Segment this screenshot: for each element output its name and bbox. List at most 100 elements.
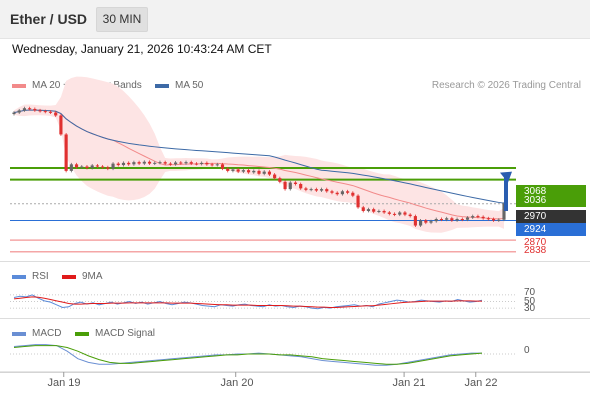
candle: [486, 218, 490, 220]
candle: [127, 162, 131, 165]
candle: [304, 188, 308, 190]
rsi-ma-legend: 9MA: [62, 271, 103, 282]
candle: [309, 189, 313, 191]
candle: [288, 182, 292, 190]
candle: [465, 217, 470, 220]
candle: [293, 182, 298, 185]
macd-signal-legend: MACD Signal: [75, 328, 155, 339]
candle: [64, 134, 68, 171]
rsi-ma-line: [13, 296, 482, 308]
support-1-label: 2870: [524, 237, 547, 248]
candle: [174, 162, 178, 165]
candle: [434, 218, 438, 222]
candle: [116, 163, 120, 166]
macd-signal-line: [13, 345, 483, 365]
candle: [189, 162, 193, 164]
rsi-ma-legend-label: 9MA: [82, 271, 103, 282]
candle: [502, 203, 506, 220]
candle: [273, 174, 277, 179]
x-tick-jan21: Jan 21: [392, 377, 426, 389]
candle: [147, 161, 152, 164]
candle: [346, 191, 350, 193]
candle: [361, 207, 365, 211]
candle: [163, 162, 167, 164]
candle: [257, 170, 261, 174]
candle: [387, 212, 391, 214]
candle: [200, 162, 204, 164]
chart-header: Ether / USD 30 MIN: [0, 0, 590, 39]
candle: [168, 163, 172, 165]
candle: [33, 108, 37, 111]
candle: [74, 164, 79, 168]
candle: [194, 163, 199, 165]
candle: [419, 220, 423, 226]
panel-divider: [0, 261, 590, 262]
candle: [492, 218, 496, 221]
candle: [226, 168, 230, 171]
candle: [17, 110, 21, 113]
candle: [231, 169, 235, 171]
candle: [424, 220, 428, 223]
rsi-ma-swatch: [62, 274, 76, 279]
candle: [59, 115, 63, 135]
candle: [210, 164, 214, 166]
candle: [184, 162, 188, 164]
candle: [314, 189, 318, 191]
candle: [398, 212, 402, 215]
candle: [252, 170, 256, 173]
credit: Research © 2026 Trading Central: [431, 80, 581, 91]
panel-divider: [0, 318, 590, 319]
candle: [356, 195, 360, 208]
instrument-title: Ether / USD: [10, 11, 88, 27]
ma50-line: [13, 109, 505, 204]
candle: [241, 170, 245, 172]
candle: [471, 216, 475, 218]
candle: [283, 181, 287, 190]
candle: [132, 162, 136, 165]
candle: [460, 218, 464, 220]
candle: [377, 210, 381, 212]
candle: [278, 178, 282, 182]
candle: [408, 214, 412, 217]
candle: [158, 162, 162, 164]
candle: [48, 111, 53, 113]
rsi-legend-label: RSI: [32, 271, 49, 282]
rsi-level-70: 70: [524, 287, 536, 298]
candle: [392, 213, 397, 215]
macd-legend-label: MACD: [32, 328, 62, 339]
ma50-legend-label: MA 50: [175, 80, 204, 91]
candle: [220, 164, 225, 169]
candle: [351, 192, 355, 196]
candle: [90, 165, 94, 168]
candle: [43, 111, 47, 113]
timestamp: Wednesday, January 21, 2026 10:43:24 AM …: [12, 42, 272, 56]
candle: [12, 112, 16, 115]
candle: [215, 164, 219, 166]
candle: [340, 191, 344, 195]
rsi-swatch: [12, 274, 26, 279]
candle: [28, 108, 32, 110]
candle: [455, 218, 459, 221]
candle: [413, 216, 417, 226]
forecast-arrow-head: [500, 171, 512, 183]
candle: [299, 184, 303, 189]
candle: [372, 209, 376, 212]
macd-signal-swatch: [75, 331, 89, 336]
candle: [101, 166, 105, 168]
candle: [111, 163, 115, 169]
x-tick-jan20: Jan 20: [220, 377, 254, 389]
candle: [262, 171, 266, 174]
macd-legend: MACD: [12, 328, 61, 339]
rsi-level-50: 50: [524, 296, 536, 307]
candle: [429, 221, 433, 223]
candle: [403, 212, 407, 215]
timeframe-button[interactable]: 30 MIN: [96, 7, 148, 32]
candle: [22, 108, 26, 111]
candle: [497, 219, 501, 221]
candle: [106, 167, 110, 169]
candle: [330, 191, 334, 193]
support-2-label: 2838: [524, 245, 547, 256]
candle: [95, 165, 99, 167]
macd-signal-legend-label: MACD Signal: [95, 328, 156, 339]
